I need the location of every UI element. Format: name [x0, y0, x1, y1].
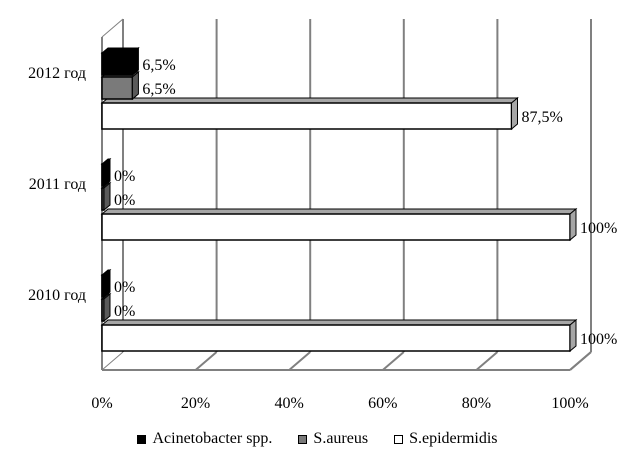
- floor-grid-diagonal: [288, 351, 311, 371]
- legend-label-acinetobacter: Acinetobacter spp.: [152, 430, 273, 447]
- data-label-acinetobacter-spp-2011-год: 0%: [114, 168, 135, 185]
- bar-chart: 0% 20% 40% 60% 80% 100% 2010 год 100% 0% 0% 2011 г…: [28, 18, 617, 412]
- data-label-s-aureus-2012-год: 6,5%: [142, 81, 175, 98]
- floor-grid-diagonal: [194, 351, 218, 371]
- data-label-acinetobacter-spp-2010-год: 0%: [114, 279, 135, 296]
- y-category-label: 2010 год: [28, 287, 86, 304]
- data-label-s-epidermidis-2012-год: 87,5%: [522, 109, 563, 126]
- bar-s-epidermidis-2010-год: [101, 324, 571, 352]
- bar-s-epidermidis-2010-год-side: [569, 318, 577, 353]
- data-label-acinetobacter-spp-2012-год: 6,5%: [142, 57, 175, 74]
- bar-s-aureus-2010-год-side: [103, 292, 111, 323]
- legend-item-s-aureus: S.aureus: [298, 430, 368, 448]
- floor-grid-diagonal: [569, 351, 592, 371]
- bar-acinetobacter-spp-2012-год-side: [131, 46, 139, 77]
- x-tick-label: 20%: [181, 395, 210, 412]
- legend-item-s-epidermidis: S.epidermidis: [394, 430, 498, 448]
- bar-s-aureus-2012-год-side: [131, 70, 139, 101]
- legend-label-s-epidermidis: S.epidermidis: [409, 430, 498, 447]
- bar-s-epidermidis-2012-год: [101, 102, 513, 130]
- bar-s-epidermidis-2011-год-side: [569, 207, 577, 242]
- legend-label-s-aureus: S.aureus: [313, 430, 369, 447]
- bar-s-aureus-2011-год-side: [103, 181, 111, 212]
- data-label-s-epidermidis-2011-год: 100%: [580, 220, 617, 237]
- bar-acinetobacter-spp-2012-год: [101, 52, 134, 76]
- side-wall-top-edge: [101, 18, 124, 38]
- y-category-label: 2011 год: [29, 176, 86, 193]
- bar-s-epidermidis-2011-год: [101, 213, 571, 241]
- legend-swatch-acinetobacter: [137, 434, 147, 444]
- legend: Acinetobacter spp. S.aureus S.epidermidi…: [0, 429, 635, 449]
- bar-acinetobacter-spp-2010-год-side: [103, 268, 111, 299]
- y-category-label: 2012 год: [28, 65, 86, 82]
- x-tick-label: 80%: [462, 395, 491, 412]
- x-tick-label: 40%: [275, 395, 304, 412]
- x-tick-label: 60%: [368, 395, 397, 412]
- data-label-s-aureus-2010-год: 0%: [114, 303, 135, 320]
- legend-item-acinetobacter: Acinetobacter spp.: [137, 430, 272, 448]
- bar-s-epidermidis-2012-год-side: [511, 96, 518, 131]
- legend-swatch-s-epidermidis: [394, 434, 404, 444]
- data-label-s-aureus-2011-год: 0%: [114, 192, 135, 209]
- x-tick-label: 100%: [551, 395, 588, 412]
- floor-left-edge: [101, 351, 124, 371]
- floor-grid-diagonal: [382, 351, 405, 371]
- bar-acinetobacter-spp-2011-год-side: [103, 157, 111, 188]
- legend-swatch-s-aureus: [298, 434, 308, 444]
- x-tick-label: 0%: [91, 395, 112, 412]
- floor-grid-diagonal: [475, 351, 499, 371]
- bar-s-aureus-2012-год: [101, 76, 134, 100]
- data-label-s-epidermidis-2010-год: 100%: [580, 331, 617, 348]
